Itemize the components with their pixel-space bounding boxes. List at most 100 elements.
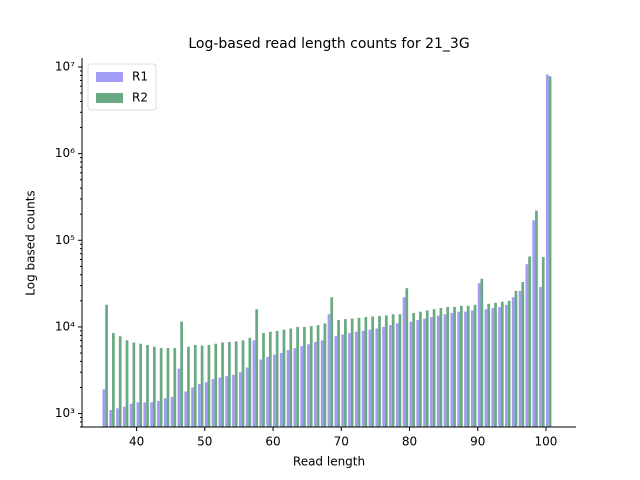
bar bbox=[391, 314, 395, 427]
bar bbox=[354, 331, 358, 427]
bar bbox=[460, 305, 463, 427]
bar bbox=[218, 377, 222, 427]
bar bbox=[491, 308, 495, 427]
y-tick-label: 10⁶ bbox=[55, 146, 75, 160]
bar bbox=[357, 317, 361, 427]
bar bbox=[296, 326, 299, 427]
bar bbox=[197, 383, 201, 427]
bar bbox=[436, 315, 440, 427]
bar bbox=[532, 220, 536, 427]
bar bbox=[177, 368, 181, 427]
bar bbox=[344, 319, 347, 427]
legend-label: R2 bbox=[132, 91, 148, 105]
bar bbox=[446, 306, 450, 427]
bar bbox=[266, 356, 269, 427]
bar bbox=[487, 303, 491, 427]
bar bbox=[539, 286, 542, 427]
bar bbox=[245, 367, 249, 427]
bar bbox=[166, 348, 170, 427]
bar bbox=[238, 372, 242, 427]
bar bbox=[464, 311, 467, 427]
bar bbox=[293, 348, 297, 427]
bar bbox=[225, 376, 229, 427]
bar bbox=[511, 297, 515, 427]
bar bbox=[423, 318, 426, 427]
bar bbox=[416, 320, 420, 427]
bar bbox=[535, 210, 538, 427]
bar bbox=[405, 288, 409, 427]
bar bbox=[457, 311, 461, 427]
x-tick-label: 80 bbox=[402, 435, 417, 449]
bar bbox=[184, 391, 188, 427]
bar bbox=[122, 406, 126, 427]
bar bbox=[368, 329, 372, 427]
bar bbox=[228, 342, 231, 427]
bar bbox=[480, 278, 484, 427]
bar bbox=[316, 325, 320, 427]
bar bbox=[112, 333, 115, 427]
bar bbox=[500, 301, 504, 427]
legend-swatch bbox=[96, 72, 123, 82]
bar bbox=[191, 387, 194, 427]
bar bbox=[505, 304, 508, 427]
bar bbox=[323, 323, 327, 427]
bar bbox=[116, 408, 119, 427]
bar bbox=[521, 282, 525, 427]
bar bbox=[484, 309, 488, 427]
x-axis-label: Read length bbox=[293, 455, 365, 469]
bar bbox=[173, 348, 177, 427]
bar bbox=[146, 344, 149, 427]
bar bbox=[548, 76, 552, 428]
bar bbox=[132, 342, 136, 427]
bar bbox=[395, 323, 399, 427]
bar bbox=[152, 346, 156, 427]
bar bbox=[334, 336, 338, 427]
bar bbox=[252, 340, 256, 427]
bar bbox=[241, 340, 245, 427]
bar bbox=[477, 283, 481, 427]
bar bbox=[450, 312, 454, 427]
x-tick-label: 50 bbox=[197, 435, 212, 449]
bar bbox=[470, 310, 474, 427]
bar bbox=[207, 344, 211, 427]
bar bbox=[286, 350, 290, 427]
bar bbox=[157, 400, 160, 427]
bar bbox=[234, 341, 238, 427]
bar bbox=[327, 314, 331, 427]
bar bbox=[425, 310, 429, 427]
bar bbox=[389, 325, 392, 427]
bar bbox=[541, 257, 545, 427]
bar bbox=[507, 300, 511, 427]
bar bbox=[350, 318, 354, 427]
bar bbox=[170, 397, 174, 427]
y-tick-label: 10⁵ bbox=[55, 233, 75, 247]
bar bbox=[262, 333, 265, 427]
bar bbox=[313, 342, 317, 427]
bar bbox=[525, 264, 529, 427]
x-tick-label: 90 bbox=[470, 435, 485, 449]
bar bbox=[143, 402, 147, 427]
bar bbox=[518, 290, 522, 427]
bar bbox=[341, 334, 345, 427]
bar bbox=[109, 409, 113, 427]
bar bbox=[273, 354, 276, 427]
bar bbox=[330, 297, 334, 427]
bar bbox=[279, 353, 283, 427]
bar bbox=[139, 343, 143, 427]
x-tick-label: 70 bbox=[334, 435, 349, 449]
bar bbox=[129, 403, 133, 427]
bar bbox=[163, 398, 167, 427]
bar bbox=[187, 346, 190, 427]
bar bbox=[466, 305, 470, 427]
bar bbox=[398, 314, 402, 427]
bar bbox=[193, 344, 197, 427]
bar bbox=[453, 306, 456, 427]
bar bbox=[384, 315, 388, 427]
bar bbox=[361, 330, 365, 427]
bar bbox=[409, 321, 413, 427]
bar bbox=[337, 320, 340, 427]
bar bbox=[232, 374, 235, 427]
bar bbox=[214, 343, 218, 427]
bar bbox=[307, 344, 310, 427]
x-tick-label: 60 bbox=[265, 435, 280, 449]
